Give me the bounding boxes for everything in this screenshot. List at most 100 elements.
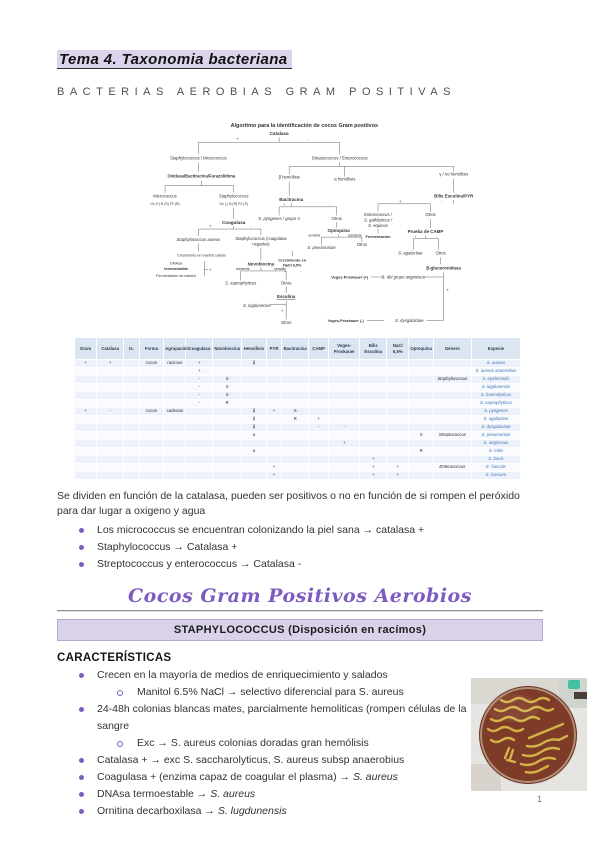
table-cell — [241, 471, 267, 480]
table-cell — [185, 471, 214, 480]
table-cell — [241, 439, 267, 448]
table-row: - S Staphylococcus S. epidermidis — [73, 375, 522, 384]
table-cell — [123, 399, 140, 408]
section-subtitle: BACTERIAS AEROBIAS GRAM POSITIVAS — [57, 86, 456, 98]
table-cell: racimos — [163, 359, 187, 368]
table-cell — [265, 383, 283, 392]
list-item: Streptococcus y enterococcus → Catalasa … — [57, 556, 543, 573]
table-cell — [241, 463, 267, 472]
table-header-cell: Bacitracina — [281, 337, 310, 360]
table-cell — [123, 359, 140, 368]
flowchart-node-label: γ / no hemólisis — [439, 172, 468, 177]
table-cell: - — [96, 407, 125, 416]
table-cell: S. anginosus — [470, 439, 522, 448]
table-cell — [185, 455, 214, 464]
table-cell — [138, 439, 165, 448]
species-name: S. aureus — [210, 788, 256, 801]
table-cell: + — [328, 439, 361, 448]
table-cell — [386, 423, 410, 432]
table-cell: S. haemolyticus — [470, 391, 522, 400]
table-cell — [73, 431, 98, 440]
table-cell — [432, 367, 472, 376]
table-cell — [281, 375, 310, 384]
list-item: Catalasa + → exc S. saccharolyticus, S. … — [57, 752, 469, 769]
table-cell — [96, 383, 125, 392]
table-cell — [265, 447, 283, 456]
table-cell: E. faecium — [470, 471, 522, 480]
table-cell — [432, 471, 472, 480]
flowchart-node-label: Algoritmo para la identificación de coco… — [231, 123, 378, 129]
flowchart-node-label: Oxidasa/Bacitracina/Furazolidona — [167, 174, 235, 179]
table-cell — [163, 367, 187, 376]
flowchart-node-label: Staphylococcus / Micrococcus — [170, 155, 227, 160]
table-cell — [138, 447, 165, 456]
catalase-paragraph: Se dividen en función de la catalasa, pu… — [57, 490, 520, 518]
flowchart-node-label: Crecimiento en manitol salado — [177, 253, 226, 257]
table-header-cell: NaCl 6,5% — [386, 337, 410, 360]
table-cell: - — [185, 375, 214, 384]
table-header-cell: Catalasa — [96, 337, 125, 360]
table-cell — [123, 407, 140, 416]
table-cell: S. pneumoniae — [470, 431, 522, 440]
table-cell: + — [308, 415, 330, 424]
table-cell: β — [241, 407, 267, 416]
table-cell: S — [281, 407, 310, 416]
list-item: Los micrococcus se encuentran colonizand… — [57, 522, 543, 539]
table-cell — [123, 367, 140, 376]
flowchart-node-label: - — [441, 199, 443, 204]
table-cell — [73, 423, 98, 432]
table-cell — [241, 367, 267, 376]
table-cell — [328, 375, 361, 384]
table-cell — [138, 367, 165, 376]
table-cell — [163, 375, 187, 384]
table-header-cell: CAMP — [308, 337, 330, 360]
table-cell — [163, 455, 187, 464]
table-cell — [138, 471, 165, 480]
table-cell — [73, 367, 98, 376]
table-cell — [212, 423, 243, 432]
table-cell: cadenas — [163, 407, 187, 416]
table-cell — [281, 383, 310, 392]
flowchart-node-label: + — [414, 235, 416, 239]
table-row: β - - S. dysgalactiae — [73, 423, 522, 432]
page-number: 1 — [536, 794, 542, 804]
table-cell — [359, 431, 388, 440]
table-cell — [241, 391, 267, 400]
table-cell: cocos — [138, 407, 165, 416]
table-cell — [408, 407, 434, 416]
identification-flowchart: Algoritmo para la identificación de coco… — [97, 118, 547, 331]
table-cell — [386, 439, 410, 448]
table-cell — [265, 423, 283, 432]
flowchart-node-label: Bacitracina — [279, 197, 303, 202]
table-cell — [265, 359, 283, 368]
table-cell — [386, 375, 410, 384]
table-cell: + — [359, 455, 388, 464]
table-cell — [386, 407, 410, 416]
flowchart-node-label: + — [284, 269, 286, 273]
table-cell — [308, 471, 330, 480]
table-cell: β — [241, 359, 267, 368]
table-cell: + — [185, 359, 214, 368]
table-cell — [308, 359, 330, 368]
table-row: α S Streptococcus S. pneumoniae — [73, 431, 522, 440]
table-cell — [163, 439, 187, 448]
table-cell — [265, 375, 283, 384]
table-cell — [123, 415, 140, 424]
page-title: Tema 4. Taxonomia bacteriana — [57, 50, 292, 69]
table-cell — [96, 399, 125, 408]
table-cell: S. saprophyticus — [470, 399, 522, 408]
table-row: - S S. haemolyticus — [73, 391, 522, 400]
table-cell — [308, 455, 330, 464]
staphylococcus-banner: STAPHYLOCOCCUS (Disposición en racímos) — [57, 619, 543, 642]
table-cell — [308, 431, 330, 440]
table-cell — [96, 463, 125, 472]
table-cell: E. faecalis — [470, 463, 522, 472]
table-cell — [138, 423, 165, 432]
table-cell — [432, 439, 472, 448]
table-cell — [96, 431, 125, 440]
flowchart-node-label: Fermentación de manitol — [156, 274, 196, 278]
table-cell: α — [241, 431, 267, 440]
sub-list-item: Exc → S. aureus colonias doradas gran he… — [97, 735, 469, 752]
list-item: Ornitina decarboxilasa → S. lugdunensis — [57, 803, 469, 820]
table-row: + S. aureus anaerobius — [73, 367, 522, 376]
